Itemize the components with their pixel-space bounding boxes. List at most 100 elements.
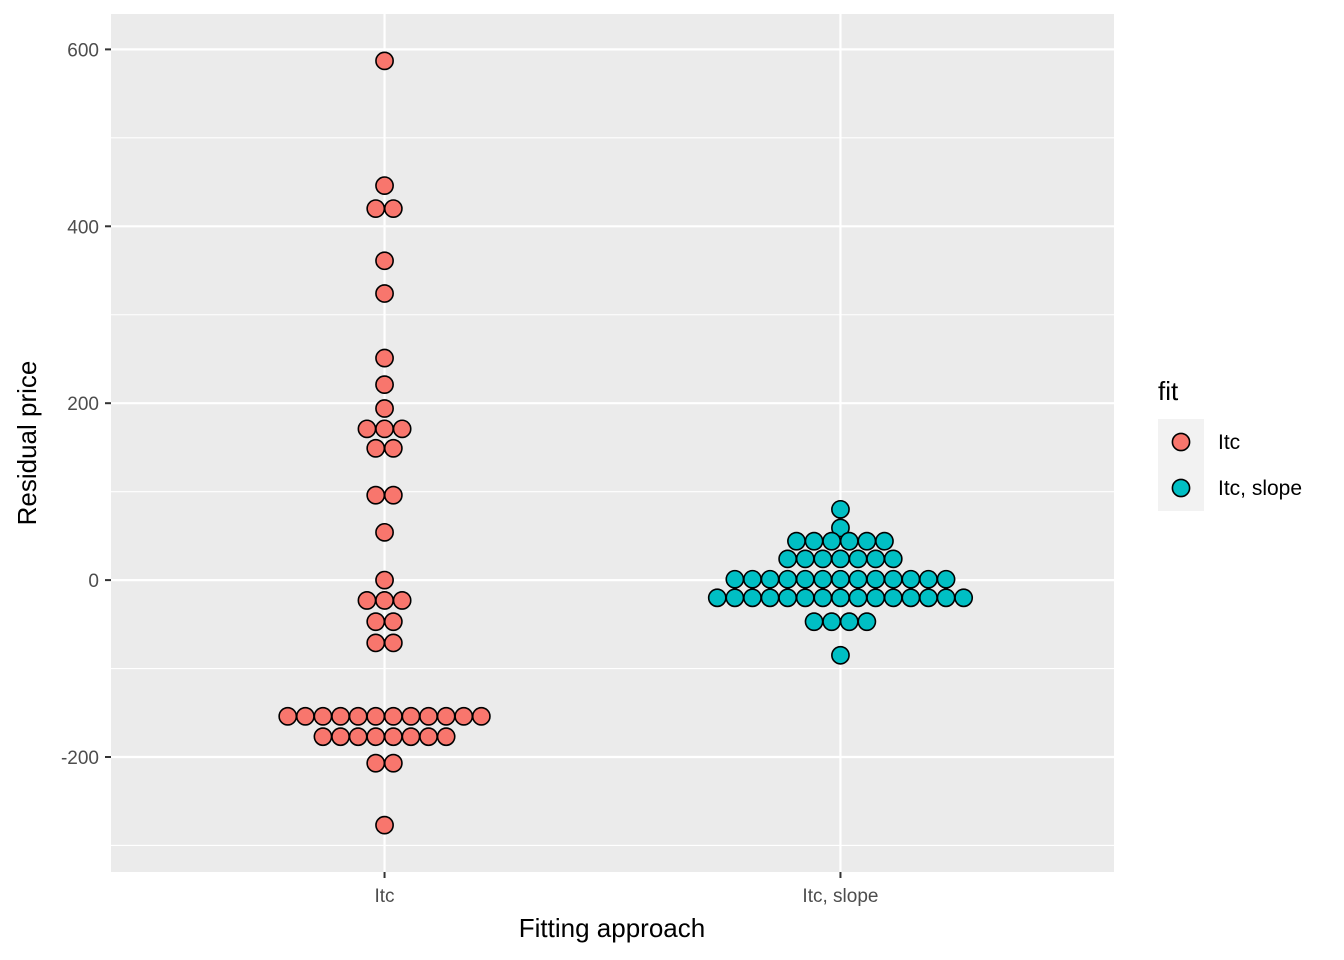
data-point	[725, 588, 745, 608]
data-point	[383, 199, 403, 218]
legend-items: Itc Itc, slope	[1158, 419, 1302, 511]
data-point	[822, 531, 842, 551]
data-point	[936, 569, 956, 589]
data-point	[795, 588, 815, 608]
data-point	[866, 588, 886, 608]
data-point	[743, 569, 762, 589]
data-point	[278, 706, 298, 726]
data-point	[857, 531, 877, 551]
legend-key-point	[1171, 478, 1191, 498]
data-point	[366, 706, 386, 726]
data-point	[375, 570, 394, 590]
legend: fit Itc Itc, slope	[1158, 376, 1302, 511]
data-point	[366, 199, 386, 218]
data-point	[366, 753, 386, 773]
data-point	[392, 419, 412, 439]
y-tick-label: 600	[67, 40, 99, 61]
data-point	[375, 815, 394, 835]
data-point	[813, 549, 833, 569]
data-point	[383, 706, 403, 726]
data-point	[366, 727, 386, 747]
data-point	[778, 588, 798, 608]
data-point	[831, 549, 850, 569]
data-point	[375, 176, 394, 196]
data-point	[831, 645, 850, 665]
data-point	[375, 591, 394, 610]
data-point	[831, 518, 850, 538]
plot-panel	[111, 14, 1114, 872]
data-point	[804, 612, 824, 632]
data-point	[375, 375, 394, 395]
data-point	[383, 438, 403, 458]
data-point	[839, 531, 859, 551]
data-point	[936, 588, 956, 608]
data-point	[313, 706, 333, 726]
y-tick-label: 200	[67, 394, 99, 415]
data-point	[375, 399, 394, 418]
legend-label: Itc, slope	[1218, 477, 1302, 500]
data-point	[392, 591, 412, 610]
data-point	[401, 727, 421, 747]
data-point	[760, 588, 780, 608]
data-point	[787, 531, 806, 551]
legend-key-point	[1171, 432, 1191, 452]
data-point	[760, 569, 780, 589]
data-point	[866, 549, 886, 569]
data-point	[366, 485, 386, 505]
y-axis-title: Residual price	[12, 361, 42, 526]
data-point	[725, 569, 745, 589]
data-point	[366, 633, 386, 653]
data-point	[348, 706, 368, 726]
data-point	[857, 612, 877, 632]
y-tick-label: 0	[88, 571, 99, 592]
data-point	[839, 612, 859, 632]
legend-title: fit	[1158, 376, 1179, 406]
legend-label: Itc	[1218, 431, 1240, 454]
y-tick-label: 400	[67, 217, 99, 238]
data-point	[778, 569, 798, 589]
data-points	[278, 51, 974, 835]
data-point	[883, 588, 903, 608]
y-tick-label: -200	[61, 748, 99, 769]
data-point	[919, 588, 938, 608]
data-point	[883, 569, 903, 589]
x-tick-label: Itc	[375, 886, 395, 907]
data-point	[778, 549, 798, 569]
data-point	[866, 569, 886, 589]
data-point	[375, 284, 394, 303]
data-point	[848, 569, 868, 589]
data-point	[813, 588, 833, 608]
data-point	[901, 588, 921, 608]
data-point	[375, 419, 394, 439]
data-point	[436, 727, 456, 747]
data-point	[454, 706, 474, 726]
data-point	[813, 569, 833, 589]
data-point	[375, 251, 394, 271]
axes: -200 0 200 400 600 Itc Itc, slope	[61, 40, 879, 907]
data-point	[743, 588, 762, 608]
data-point	[875, 531, 894, 551]
data-point	[375, 51, 394, 71]
data-point	[383, 727, 403, 747]
data-point	[366, 612, 386, 632]
data-point	[901, 569, 921, 589]
data-point	[954, 588, 974, 608]
data-point	[383, 485, 403, 505]
data-point	[331, 727, 350, 747]
data-point	[401, 706, 421, 726]
x-tick-label: Itc, slope	[802, 886, 878, 907]
data-point	[331, 706, 350, 726]
data-point	[707, 588, 727, 608]
data-point	[295, 706, 315, 726]
data-point	[471, 706, 491, 726]
data-point	[795, 549, 815, 569]
data-point	[883, 549, 903, 569]
data-point	[795, 569, 815, 589]
data-point	[419, 706, 438, 726]
data-point	[383, 612, 403, 632]
data-point	[375, 348, 394, 368]
data-point	[383, 633, 403, 653]
data-point	[831, 588, 850, 608]
data-point	[822, 612, 842, 632]
data-point	[366, 438, 386, 458]
